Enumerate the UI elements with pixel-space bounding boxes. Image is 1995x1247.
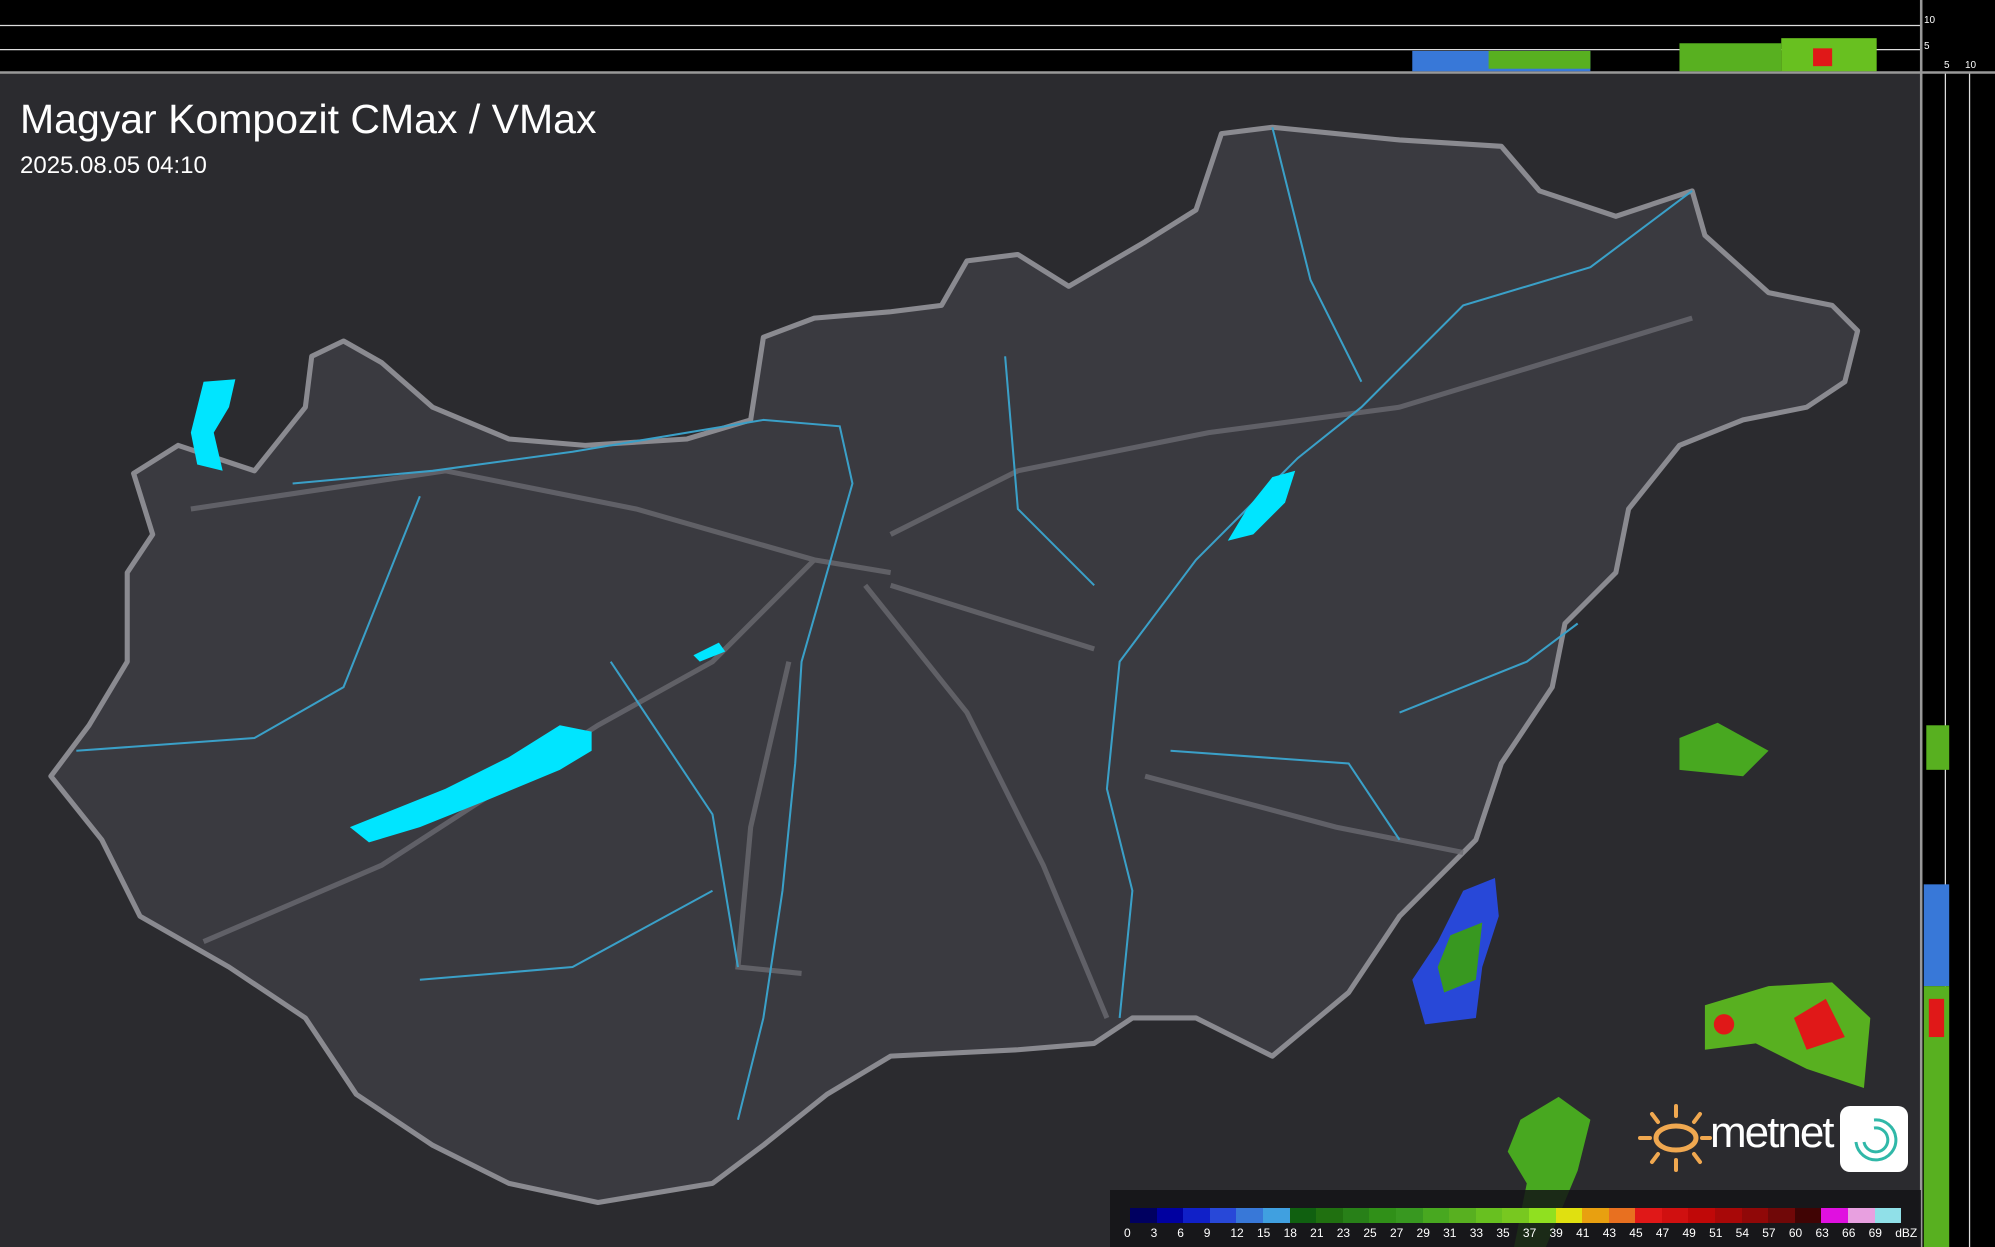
- legend-swatch: [1156, 1208, 1184, 1223]
- legend-label: 6: [1177, 1226, 1184, 1240]
- legend-swatch: [1555, 1208, 1583, 1223]
- legend-label: 54: [1735, 1226, 1750, 1240]
- legend-swatch: [1262, 1208, 1290, 1223]
- legend-label: 41: [1576, 1226, 1590, 1240]
- legend-label: 9: [1203, 1226, 1211, 1240]
- legend-swatch: [1316, 1208, 1343, 1223]
- radar-echo: [1437, 922, 1483, 993]
- top-profile-echo: [1679, 43, 1782, 72]
- legend-labels: 0 3 6 9 12 15 18 21 23 25 27 29 31 33 35 37 39 41 43 45 47 49…: [1124, 1226, 1922, 1240]
- legend-label: 31: [1443, 1226, 1457, 1240]
- top-axis-label: 5: [1924, 41, 1930, 52]
- radar-echo: [1793, 998, 1845, 1050]
- legend-swatch: [1715, 1208, 1742, 1223]
- legend-label: 27: [1389, 1226, 1404, 1240]
- legend-label: 29: [1416, 1226, 1430, 1240]
- legend-label: 66: [1842, 1226, 1856, 1240]
- legend-label: 45: [1629, 1226, 1643, 1240]
- legend-swatch: [1236, 1208, 1263, 1223]
- top-profile-strip: [0, 0, 1995, 73]
- color-legend: 0 3 6 9 12 15 18 21 23 25 27 29 31 33 35 37 39 41 43 45 47 49…: [1110, 1190, 1921, 1247]
- hungary-border: [48, 124, 1861, 1206]
- legend-swatch: [1688, 1208, 1716, 1223]
- legend-label: 3: [1150, 1226, 1158, 1240]
- top-axis-label: 10: [1924, 15, 1936, 26]
- legend-label: 35: [1496, 1226, 1510, 1240]
- radar-echoes: [1412, 722, 1871, 1247]
- top-profile-echo: [1813, 48, 1833, 67]
- legend-label: 21: [1310, 1226, 1324, 1240]
- legend-swatch: [1130, 1208, 1157, 1223]
- legend-swatch: [1582, 1208, 1609, 1223]
- legend-label: 63: [1815, 1226, 1829, 1240]
- legend-swatch: [1502, 1208, 1529, 1223]
- side-profile-echo: [1928, 998, 1945, 1038]
- legend-swatch: [1475, 1208, 1503, 1223]
- lake-velence: [693, 642, 726, 662]
- radar-echo: [1679, 722, 1769, 777]
- lake-tisza: [1227, 470, 1296, 541]
- legend-swatch: [1183, 1208, 1210, 1223]
- legend-label: 15: [1256, 1226, 1271, 1240]
- legend-label: 43: [1602, 1226, 1617, 1240]
- legend-swatch: [1794, 1208, 1822, 1223]
- legend-label: 60: [1788, 1226, 1803, 1240]
- radar-echo: [1713, 1014, 1735, 1035]
- legend-label: 37: [1522, 1226, 1537, 1240]
- legend-color-bar: [1130, 1208, 1902, 1223]
- legend-label: 57: [1762, 1226, 1776, 1240]
- legend-swatch: [1821, 1208, 1849, 1223]
- legend-label: 23: [1336, 1226, 1351, 1240]
- app-icon: [1840, 1106, 1908, 1172]
- logo-text: metnet: [1710, 1108, 1835, 1157]
- legend-swatch: [1422, 1208, 1450, 1223]
- legend-swatch: [1289, 1208, 1317, 1223]
- legend-swatch: [1342, 1208, 1370, 1223]
- danube-river: [292, 418, 854, 1121]
- legend-label: 25: [1363, 1226, 1377, 1240]
- legend-swatch: [1608, 1208, 1636, 1223]
- map-timestamp: 2025.08.05 04:10: [20, 152, 207, 179]
- legend-swatch: [1395, 1208, 1423, 1223]
- legend-label: 69: [1868, 1226, 1882, 1240]
- side-axis-label: 10: [1965, 60, 1977, 71]
- top-profile-echo: [1488, 50, 1591, 69]
- legend-swatch: [1661, 1208, 1689, 1223]
- legend-swatch: [1848, 1208, 1875, 1223]
- legend-label: 12: [1230, 1226, 1244, 1240]
- legend-swatch: [1741, 1208, 1769, 1223]
- legend-swatch: [1369, 1208, 1396, 1223]
- side-axis-label: 5: [1944, 60, 1950, 71]
- legend-swatch: [1874, 1208, 1902, 1223]
- legend-label: 18: [1283, 1226, 1297, 1240]
- map-title: Magyar Kompozit CMax / VMax: [20, 96, 597, 142]
- lake-neusiedl: [190, 379, 236, 471]
- side-profile-echo: [1923, 884, 1950, 987]
- legend-label: 49: [1682, 1226, 1696, 1240]
- legend-swatch: [1635, 1208, 1662, 1223]
- legend-swatch: [1768, 1208, 1795, 1223]
- legend-swatch: [1209, 1208, 1237, 1223]
- legend-swatch: [1528, 1208, 1556, 1223]
- legend-unit: dBZ: [1895, 1226, 1918, 1240]
- legend-label: 47: [1655, 1226, 1670, 1240]
- metnet-logo: metnet: [1636, 1102, 1916, 1177]
- sun-icon: [1638, 1104, 1908, 1172]
- legend-swatch: [1449, 1208, 1476, 1223]
- legend-label: 51: [1709, 1226, 1723, 1240]
- lake-balaton: [349, 725, 592, 843]
- side-profile-echo: [1926, 725, 1950, 770]
- legend-label: 33: [1469, 1226, 1484, 1240]
- legend-label: 0: [1124, 1226, 1131, 1240]
- legend-label: 39: [1549, 1226, 1563, 1240]
